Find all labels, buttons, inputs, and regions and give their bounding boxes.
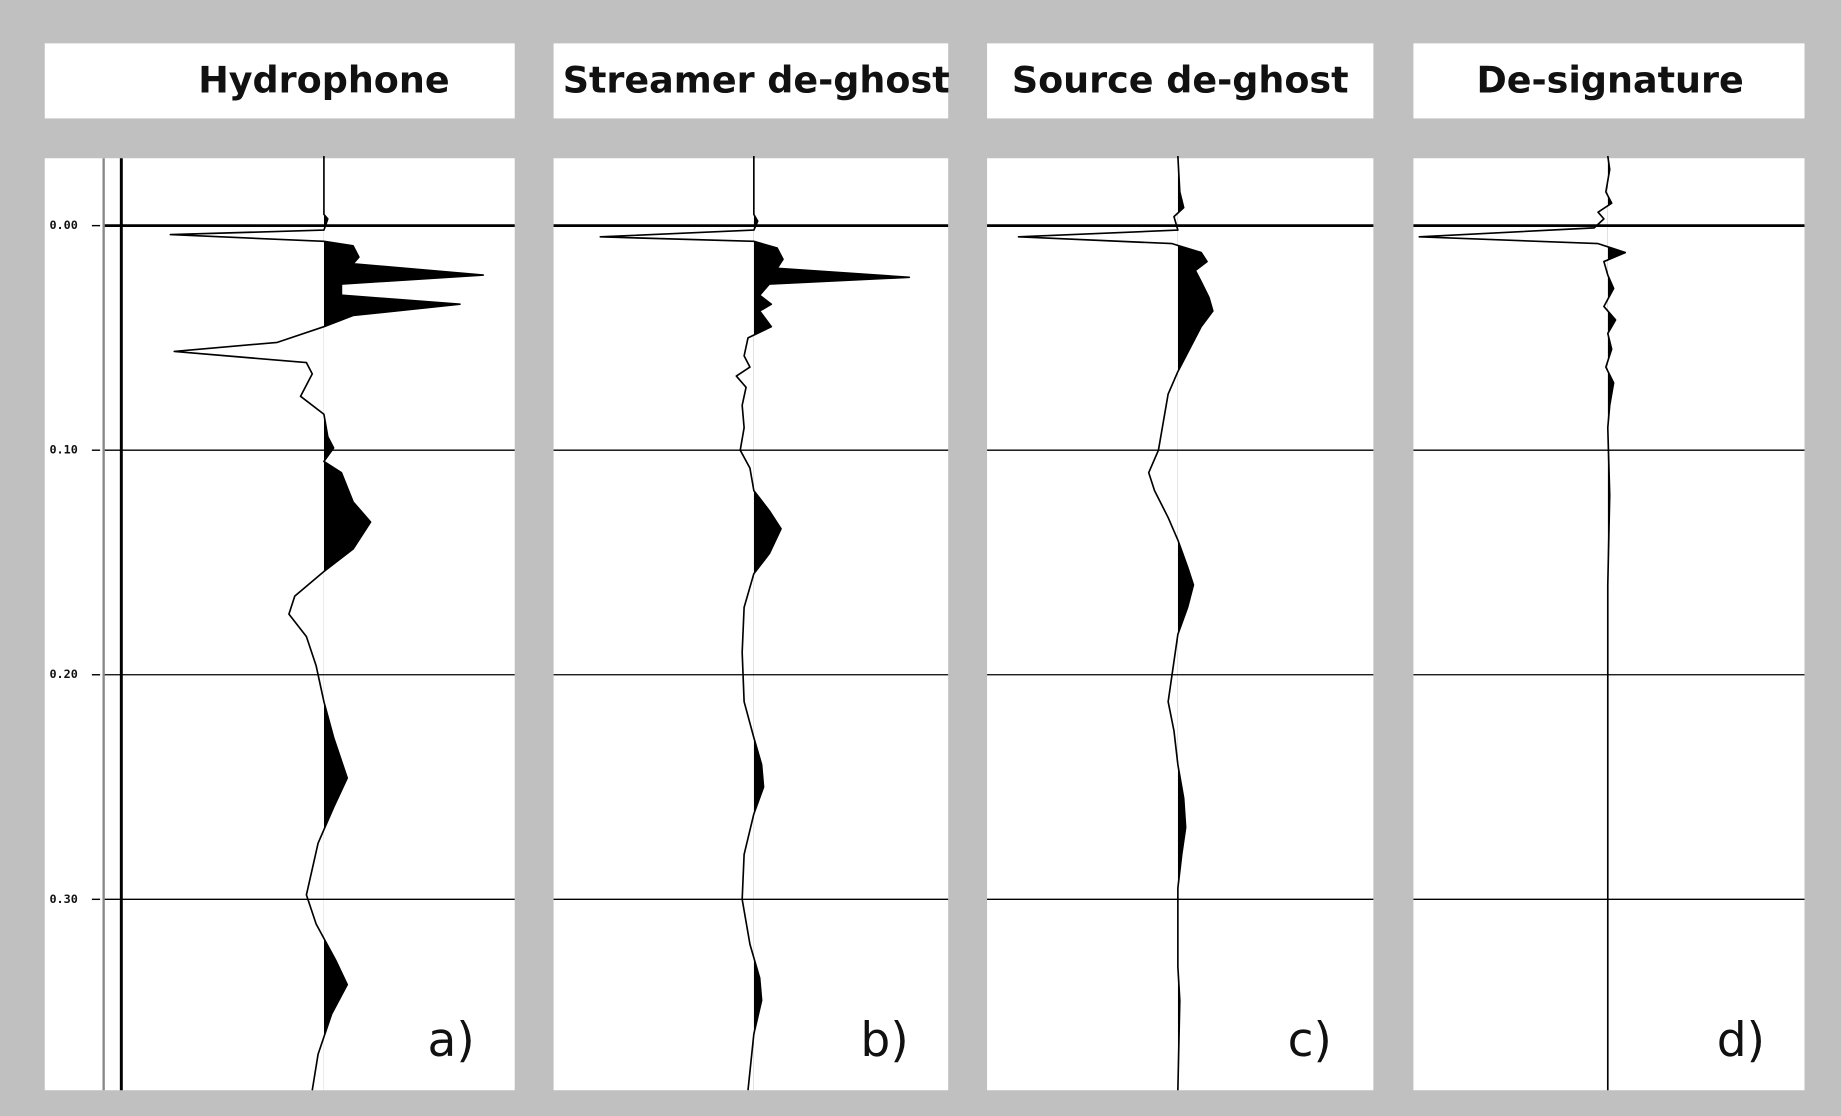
positive-fill: [753, 158, 910, 1091]
title-box: [987, 43, 1374, 119]
title-box: [1413, 43, 1805, 119]
panel-label: a): [427, 1013, 474, 1068]
panel-label: c): [1288, 1013, 1332, 1068]
plot-area: [553, 158, 949, 1091]
panel-label: d): [1717, 1013, 1765, 1068]
panel-label: b): [860, 1013, 908, 1068]
title-box: [44, 43, 515, 119]
panel-title: Source de-ghost: [1012, 59, 1349, 102]
panel-title: Hydrophone: [198, 59, 449, 102]
y-tick-label: 0.10: [49, 443, 77, 457]
y-tick-label: 0.30: [49, 892, 77, 906]
y-tick-label: 0.00: [49, 218, 77, 232]
trace: [1418, 155, 1627, 1091]
trace: [169, 156, 485, 1091]
y-tick-label: 0.20: [49, 667, 77, 681]
title-box: [553, 43, 949, 119]
trace: [599, 156, 911, 1091]
panel-title: De-signature: [1476, 59, 1743, 102]
plot-area: [44, 158, 515, 1091]
trace: [1017, 155, 1214, 1091]
positive-fill: [1177, 158, 1213, 1091]
panel-title: Streamer de-ghost: [563, 59, 950, 102]
